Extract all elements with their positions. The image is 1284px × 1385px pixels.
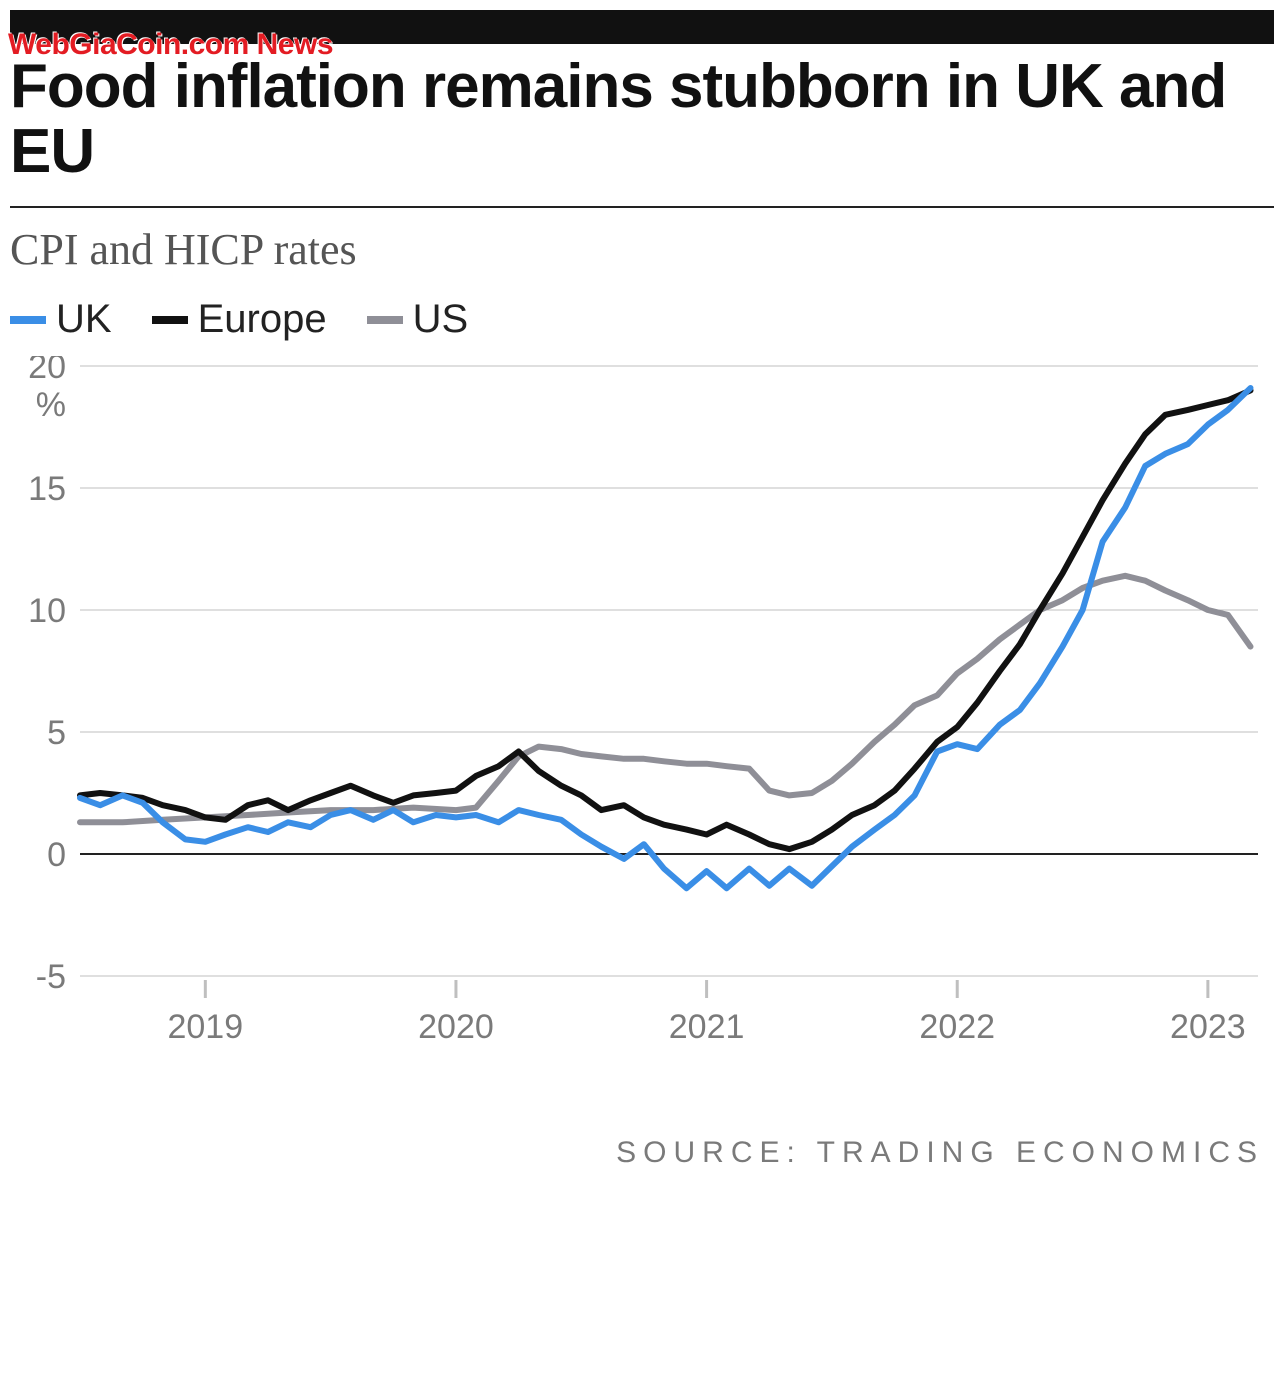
legend: UK Europe US bbox=[10, 297, 1274, 342]
legend-label-europe: Europe bbox=[198, 297, 327, 342]
y-axis-unit: % bbox=[36, 386, 66, 424]
chart-subtitle: CPI and HICP rates bbox=[10, 224, 1274, 275]
y-tick-label: 20 bbox=[28, 356, 66, 386]
y-tick-label: 0 bbox=[47, 836, 66, 874]
legend-label-us: US bbox=[413, 297, 469, 342]
y-tick-label: 5 bbox=[47, 714, 66, 752]
watermark-text: WebGiaCoin.com News bbox=[8, 28, 333, 62]
x-tick-label: 2019 bbox=[167, 1008, 243, 1046]
x-tick-label: 2023 bbox=[1170, 1008, 1246, 1046]
legend-item-us: US bbox=[367, 297, 469, 342]
legend-swatch-us bbox=[367, 316, 403, 324]
series-line-us bbox=[80, 576, 1251, 823]
legend-item-europe: Europe bbox=[152, 297, 327, 342]
page-container: WebGiaCoin.com News Food inflation remai… bbox=[0, 0, 1284, 1385]
x-tick-label: 2022 bbox=[919, 1008, 995, 1046]
legend-swatch-uk bbox=[10, 316, 46, 324]
title-divider bbox=[10, 206, 1274, 208]
y-tick-label: -5 bbox=[36, 958, 66, 996]
chart-title: Food inflation remains stubborn in UK an… bbox=[10, 54, 1274, 184]
y-tick-label: 15 bbox=[28, 470, 66, 508]
line-chart-svg: -5 0 5 10 15 20% 2019 2020 2021 2022 2023 bbox=[10, 356, 1270, 1056]
legend-item-uk: UK bbox=[10, 297, 112, 342]
chart-area: -5 0 5 10 15 20% 2019 2020 2021 2022 2023 bbox=[10, 356, 1274, 1066]
x-tick-label: 2021 bbox=[669, 1008, 745, 1046]
source-attribution: SOURCE: TRADING ECONOMICS bbox=[10, 1136, 1274, 1170]
legend-label-uk: UK bbox=[56, 297, 112, 342]
legend-swatch-europe bbox=[152, 316, 188, 324]
y-tick-label: 10 bbox=[28, 592, 66, 630]
x-tick-label: 2020 bbox=[418, 1008, 494, 1046]
